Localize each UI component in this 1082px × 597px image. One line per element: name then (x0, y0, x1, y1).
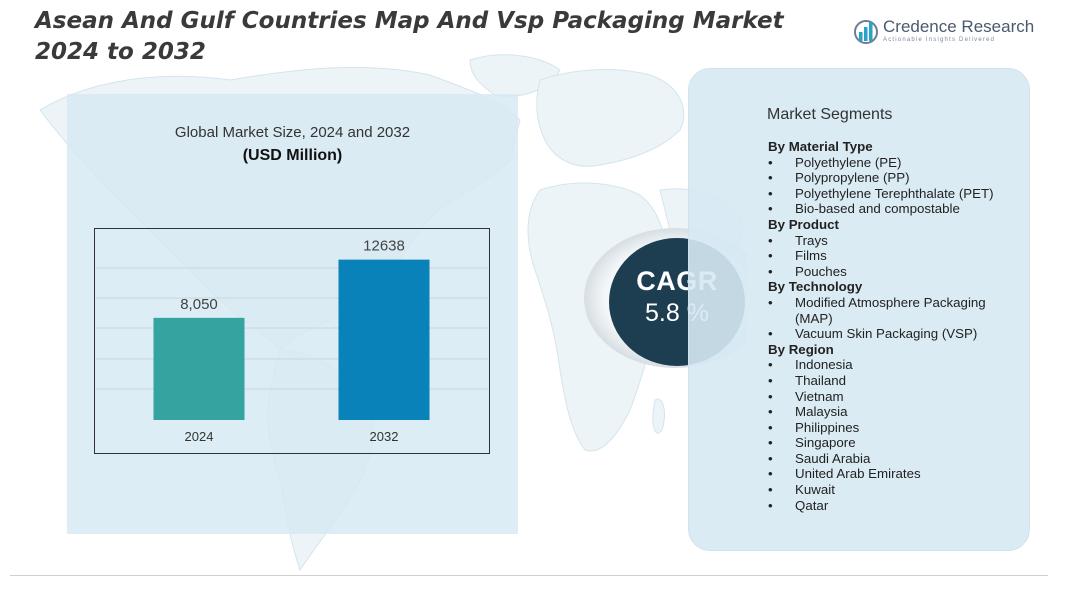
chart-category-labels: 2024 2032 (185, 429, 399, 444)
logo-tagline: Actionable Insights Delivered (883, 37, 996, 43)
credence-research-logo[interactable]: Credence Research Actionable Insights De… (853, 15, 1035, 49)
bullet-icon: • (768, 435, 773, 451)
bottom-divider (10, 575, 1048, 576)
segment-item: • Vietnam (768, 389, 1023, 405)
segment-heading: By Region (768, 341, 834, 357)
bullet-icon: • (768, 450, 773, 466)
segment-item: • Polyethylene Terephthalate (PET) (768, 186, 1023, 202)
segment-item: • Indonesia (768, 357, 1023, 373)
segment-item-label: Indonesia (795, 357, 853, 373)
segment-item: • Films (768, 248, 1023, 264)
logo-name: Credence Research (883, 17, 1035, 36)
bullet-icon: • (768, 232, 773, 248)
segment-item-label: Polypropylene (PP) (795, 170, 910, 186)
segment-item: • Singapore (768, 435, 1023, 451)
segment-item-label: Trays (795, 232, 828, 248)
segment-item-label: Malaysia (795, 404, 848, 420)
chart-bars (153, 259, 430, 420)
segment-item-label: Bio-based and compostable (795, 201, 960, 217)
segment-item: • Modified Atmosphere Packaging (MAP) (768, 295, 1023, 326)
segment-item-label: Polyethylene (PE) (795, 154, 902, 170)
madagascar-shape (652, 398, 665, 434)
segment-item-label: Vacuum Skin Packaging (VSP) (795, 326, 978, 342)
segment-item-label: Thailand (795, 372, 847, 388)
value-label-2032: 12638 (363, 238, 405, 255)
segment-item-label: Polyethylene Terephthalate (PET) (795, 185, 994, 201)
segment-item-label: Singapore (795, 435, 856, 451)
segment-item-label: Saudi Arabia (795, 450, 871, 466)
bullet-icon: • (768, 482, 773, 498)
bullet-icon: • (768, 357, 773, 373)
segments-title: Market Segments (767, 106, 893, 123)
bullet-icon: • (768, 419, 773, 435)
segment-item: • United Arab Emirates (768, 466, 1023, 482)
bullet-icon: • (768, 185, 773, 201)
segment-item-label: United Arab Emirates (795, 466, 921, 482)
segments-list: By Material Type • Polyethylene (PE) • Polyp… (768, 139, 1023, 513)
chart-value-labels: 8,050 12638 (180, 238, 405, 313)
segment-item-label: Modified Atmosphere Packaging (MAP) (795, 294, 986, 326)
europe-shape (536, 69, 685, 167)
segment-item: • Thailand (768, 373, 1023, 389)
bullet-icon: • (768, 170, 773, 186)
segment-item: • Kuwait (768, 482, 1023, 498)
page-title: Asean And Gulf Countries Map And Vsp Pac… (35, 8, 784, 65)
segments-panel (688, 68, 1030, 551)
bullet-icon: • (768, 372, 773, 388)
segment-item: • Qatar (768, 498, 1023, 514)
bar-2024 (153, 317, 245, 420)
segment-item-label: Films (795, 248, 827, 264)
bar-chart-logo-icon (854, 20, 878, 44)
value-label-2024: 8,050 (180, 296, 218, 313)
bullet-icon: • (768, 248, 773, 264)
chart-unit: (USD Million) (242, 147, 343, 164)
bullet-icon: • (768, 388, 773, 404)
segment-item-label: Pouches (795, 263, 847, 279)
bullet-icon: • (768, 201, 773, 217)
plot-frame (94, 228, 490, 454)
category-label-2024: 2024 (185, 429, 214, 444)
category-label-2032: 2032 (370, 429, 399, 444)
chart-panel (67, 94, 518, 534)
segment-item: • Bio-based and compostable (768, 201, 1023, 217)
segment-item: • Polypropylene (PP) (768, 170, 1023, 186)
bullet-icon: • (768, 154, 773, 170)
segment-heading: By Technology (768, 279, 863, 295)
bullet-icon: • (768, 404, 773, 420)
segment-item: • Malaysia (768, 404, 1023, 420)
segment-item: • Polyethylene (PE) (768, 155, 1023, 171)
bullet-icon: • (768, 294, 773, 310)
bullet-icon: • (768, 326, 773, 342)
bar-2032 (338, 259, 430, 420)
bullet-icon: • (768, 466, 773, 482)
segment-item-label: Vietnam (795, 388, 844, 404)
bullet-icon: • (768, 497, 773, 513)
bar-chart: 8,050 12638 2024 2032 (94, 228, 490, 454)
segment-item: • Trays (768, 233, 1023, 249)
segment-heading: By Material Type (768, 139, 873, 154)
bullet-icon: • (768, 263, 773, 279)
segment-item-label: Philippines (795, 419, 860, 435)
segment-item: • Pouches (768, 264, 1023, 280)
segment-item-label: Kuwait (795, 482, 835, 498)
segment-item-label: Qatar (795, 497, 829, 513)
segment-item: • Vacuum Skin Packaging (VSP) (768, 326, 1023, 342)
segment-item: • Saudi Arabia (768, 451, 1023, 467)
segment-item: • Philippines (768, 420, 1023, 436)
chart-title: Global Market Size, 2024 and 2032 (174, 124, 411, 141)
segment-heading: By Product (768, 216, 839, 232)
